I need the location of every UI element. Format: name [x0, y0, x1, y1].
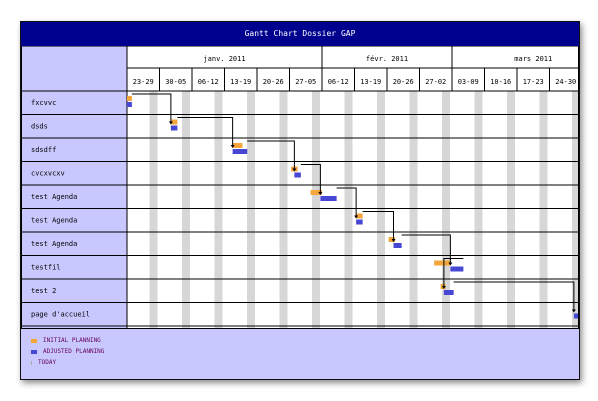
legend-adjusted: ADJUSTED PLANNING — [31, 348, 104, 355]
dependency-arrowhead — [168, 121, 173, 125]
week-stripe — [572, 91, 579, 328]
week-stripe — [312, 91, 320, 328]
week-label: 06-12 — [328, 78, 349, 86]
task-name-label: dsds — [31, 123, 48, 131]
week-label: 30-05 — [165, 78, 186, 86]
task-name-label: test 2 — [31, 287, 56, 295]
initial-planning-bar — [434, 260, 451, 266]
week-label: 27-05 — [295, 78, 316, 86]
task-name-label: page d'accueil — [31, 311, 90, 319]
month-label: févr. 2011 — [366, 55, 408, 63]
dependency-connector — [336, 187, 357, 218]
week-label: 20-26 — [263, 78, 284, 86]
month-label: mars 2011 — [514, 55, 552, 63]
week-stripe — [214, 91, 223, 328]
week-label: 23-29 — [133, 78, 154, 86]
adjusted-planning-bar — [443, 290, 454, 295]
legend-adjusted-swatch — [31, 349, 37, 354]
task-name-label: sdsdff — [31, 146, 56, 154]
dependency-arrowhead — [292, 168, 297, 172]
week-label: 27-02 — [425, 78, 446, 86]
adjusted-planning-bar — [170, 125, 178, 131]
initial-planning-bar — [356, 213, 363, 219]
task-name-label: fxcvvc — [31, 99, 56, 107]
adjusted-planning-bar — [356, 219, 363, 225]
gantt-chart-window: Gantt Chart Dossier GAP janv. 2011 févr. … — [20, 21, 580, 380]
adjusted-planning-bar — [393, 243, 402, 248]
task-name-label: test Agenda — [31, 193, 77, 201]
week-stripe — [474, 91, 483, 328]
grid-outline — [21, 46, 579, 328]
week-stripe — [377, 91, 385, 328]
legend-today-label: TODAY — [38, 359, 57, 366]
week-label: 10-16 — [490, 78, 511, 86]
week-stripe — [247, 91, 255, 328]
dependency-connector — [177, 117, 234, 147]
dependency-arrowhead — [354, 215, 359, 219]
adjusted-planning-bar — [450, 266, 464, 272]
week-label: 13-19 — [230, 78, 251, 86]
legend-today-swatch — [31, 360, 32, 365]
week-label: 06-12 — [198, 78, 219, 86]
dependency-connector — [401, 234, 451, 265]
task-column-bg — [21, 91, 127, 328]
week-stripe — [409, 91, 418, 328]
initial-planning-bar — [310, 190, 322, 195]
adjusted-planning-bar — [127, 102, 132, 107]
task-name-label: test Agenda — [31, 240, 77, 248]
initial-planning-bar — [127, 96, 132, 101]
week-stripe — [539, 91, 548, 328]
dependency-arrowhead — [318, 192, 323, 195]
adjusted-planning-bar — [294, 172, 301, 178]
week-stripe — [182, 91, 190, 328]
legend: INITIAL PLANNING ADJUSTED PLANNING TODAY — [21, 328, 579, 379]
week-stripe — [507, 91, 515, 328]
week-stripe — [344, 91, 353, 328]
week-stripe — [442, 91, 450, 328]
dependency-arrowhead — [391, 239, 396, 242]
dependency-connector — [362, 211, 394, 241]
dependency-arrowhead — [571, 309, 576, 313]
legend-initial-label: INITIAL PLANNING — [43, 337, 101, 344]
adjusted-planning-bar — [232, 149, 248, 154]
dependency-arrowhead — [441, 286, 446, 289]
initial-planning-bar — [232, 143, 243, 148]
month-label: janv. 2011 — [203, 55, 245, 63]
week-label: 20-26 — [393, 78, 414, 86]
gantt-grid: janv. 2011 févr. 2011 mars 2011 23-29 30-05 0… — [21, 46, 579, 328]
week-label: 24-30 — [555, 78, 576, 86]
dependency-connector — [247, 140, 295, 171]
dependency-arrowhead — [230, 145, 235, 148]
dependency-connector — [453, 281, 575, 312]
dependency-connector — [443, 258, 464, 288]
initial-planning-bar — [170, 119, 178, 125]
week-stripe — [149, 91, 158, 328]
legend-initial-swatch — [31, 338, 37, 343]
dependency-connector — [300, 164, 321, 194]
task-name-label: testfil — [31, 264, 61, 272]
task-name-label: cvcxvcxv — [31, 170, 65, 178]
adjusted-planning-bar — [573, 313, 579, 319]
week-label: 17-23 — [523, 78, 544, 86]
week-label: 13-19 — [360, 78, 381, 86]
chart-title: Gantt Chart Dossier GAP — [21, 22, 579, 46]
legend-adjusted-label: ADJUSTED PLANNING — [43, 348, 105, 355]
week-stripe — [279, 91, 288, 328]
legend-initial: INITIAL PLANNING — [31, 337, 101, 344]
dependency-arrowhead — [448, 262, 453, 266]
task-name-label: test Agenda — [31, 217, 77, 225]
legend-today: TODAY — [31, 359, 56, 366]
week-label: 03-09 — [458, 78, 479, 86]
dependency-connector — [131, 93, 172, 124]
adjusted-planning-bar — [320, 196, 337, 201]
